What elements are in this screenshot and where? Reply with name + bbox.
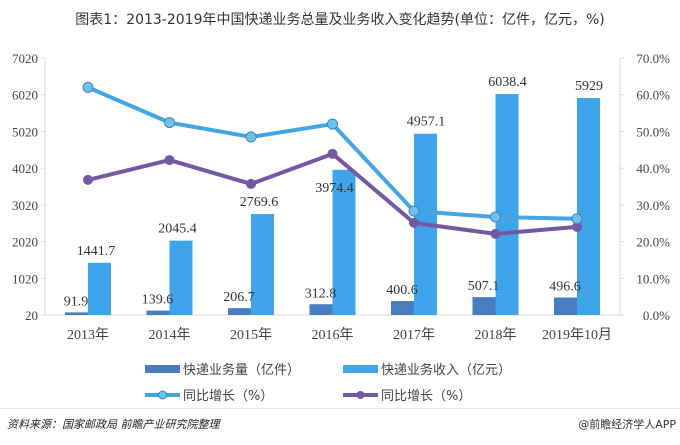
- data-labels: 91.9 139.6 206.7 312.8 400.6 507.1 496.6 1441.7…: [64, 75, 603, 309]
- x-tick-label: 2015年: [230, 327, 272, 343]
- legend-label: 快递业务收入（亿元）: [381, 362, 511, 378]
- volume-data-label: 206.7: [223, 290, 255, 305]
- revenue-data-label: 2045.4: [158, 222, 197, 237]
- revenue-growth-point: [83, 174, 93, 185]
- legend-revenue: 快递业务收入（亿元）: [343, 362, 511, 378]
- volume-growth-point: [571, 213, 583, 225]
- x-tick-label: 2017年: [393, 327, 435, 343]
- legend-swatch: [145, 365, 180, 373]
- legend-volume: 快递业务量（亿件）: [145, 362, 300, 378]
- revenue-growth-point: [572, 221, 582, 232]
- volume-growth-point: [164, 117, 175, 129]
- volume-data-label: 312.8: [305, 286, 337, 301]
- left-tick-label: 1020: [12, 271, 38, 286]
- left-tick-label: 6020: [12, 88, 38, 103]
- right-tick-label: 0.0%: [643, 308, 670, 323]
- right-tick-label: 60.0%: [636, 88, 670, 103]
- left-tick-label: 3020: [12, 198, 38, 213]
- volume-data-label: 91.9: [64, 294, 89, 309]
- legend-marker: [356, 391, 365, 399]
- left-tick-label: 7020: [12, 51, 38, 66]
- right-tick-label: 30.0%: [636, 198, 670, 213]
- revenue-data-label: 6038.4: [488, 75, 527, 90]
- right-tick-label: 40.0%: [636, 161, 670, 176]
- revenue-bar: [332, 169, 356, 315]
- volume-growth-point: [327, 118, 338, 130]
- volume-growth-point: [490, 211, 501, 223]
- x-tick-label: 2013年: [67, 327, 109, 343]
- x-tick-label: 2014年: [149, 327, 191, 343]
- legend-label: 快递业务量（亿件）: [183, 362, 300, 378]
- revenue-data-label: 5929: [575, 79, 603, 94]
- revenue-growth-point: [490, 228, 501, 239]
- legend: 快递业务量（亿件） 快递业务收入（亿元） 同比增长（%） 同比增长（%）: [145, 362, 511, 404]
- volume-bar: [554, 297, 577, 315]
- legend-label: 同比增长（%）: [381, 389, 471, 404]
- revenue-bar: [495, 94, 519, 315]
- right-tick-label: 10.0%: [636, 271, 670, 286]
- right-tick-label: 20.0%: [636, 235, 670, 250]
- x-tick-label: 2018年: [475, 327, 517, 343]
- volume-growth-point: [245, 131, 257, 143]
- revenue-data-label: 3974.4: [315, 181, 354, 196]
- source-note: 资料来源：国家邮政局 前瞻产业研究院整理: [7, 418, 220, 431]
- volume-growth-point: [408, 205, 420, 217]
- revenue-growth-point: [409, 217, 419, 228]
- volume-data-label: 507.1: [468, 279, 500, 294]
- revenue-bar: [577, 98, 600, 315]
- left-tick-label: 20: [25, 308, 38, 323]
- lines: [82, 81, 583, 239]
- volume-data-label: 139.6: [142, 293, 174, 308]
- left-tick-label: 5020: [12, 124, 38, 139]
- volume-bar: [391, 301, 414, 315]
- left-tick-label: 4020: [12, 161, 38, 176]
- volume-data-label: 496.6: [549, 280, 581, 295]
- footer-divider: [0, 408, 680, 409]
- revenue-bar: [169, 240, 193, 315]
- revenue-data-label: 4957.1: [407, 115, 446, 130]
- legend-revenue-growth: 同比增长（%）: [343, 389, 471, 404]
- x-tick-label: 2019年10月: [542, 327, 612, 343]
- revenue-bar: [251, 214, 274, 315]
- volume-data-label: 400.6: [386, 283, 418, 298]
- right-tick-label: 70.0%: [636, 51, 670, 66]
- revenue-bar: [88, 262, 111, 315]
- chart-title: 图表1：2013-2019年中国快递业务总量及业务收入变化趋势(单位：亿件，亿元…: [75, 12, 605, 28]
- legend-volume-growth: 同比增长（%）: [145, 389, 273, 404]
- legend-swatch: [343, 365, 378, 373]
- volume-bar: [65, 312, 88, 315]
- right-tick-label: 50.0%: [636, 124, 670, 139]
- legend-label: 同比增长（%）: [183, 389, 273, 404]
- axes: 20 1020 2020 3020 4020 5020 6020 7020 0.0% 10.0% 2…: [12, 51, 670, 343]
- brand-credit: @前瞻经济学人APP: [578, 418, 676, 431]
- volume-bar: [472, 297, 496, 315]
- volume-bar: [309, 304, 333, 315]
- x-tick-label: 2016年: [312, 327, 354, 343]
- left-tick-label: 2020: [12, 235, 38, 250]
- revenue-growth-point: [327, 148, 338, 159]
- revenue-data-label: 1441.7: [77, 244, 116, 259]
- volume-bar: [146, 310, 170, 315]
- volume-bar: [228, 308, 251, 315]
- revenue-data-label: 2769.6: [240, 195, 279, 210]
- revenue-growth-point: [246, 178, 256, 189]
- legend-marker: [158, 390, 167, 400]
- chart: 20 1020 2020 3020 4020 5020 6020 7020 0.0% 10.0% 2…: [12, 51, 670, 404]
- volume-growth-point: [82, 81, 94, 93]
- revenue-growth-point: [164, 155, 175, 166]
